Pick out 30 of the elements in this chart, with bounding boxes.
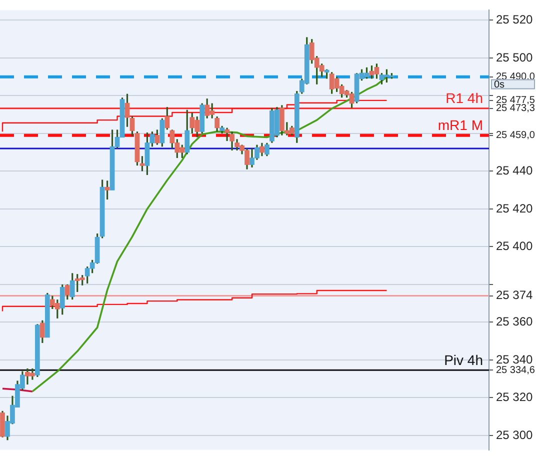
y-tick-label: 25 334,6 bbox=[496, 364, 536, 376]
candlestick bbox=[154, 128, 160, 146]
candlestick bbox=[140, 155, 145, 172]
ref-line-label: mR1 M bbox=[438, 117, 483, 134]
y-tick-label: 25 400 bbox=[496, 239, 534, 254]
y-tick-label: 25 459,0 bbox=[496, 130, 536, 142]
ref-line-label: R1 4h bbox=[446, 90, 483, 106]
candlestick bbox=[64, 284, 70, 300]
candlestick bbox=[130, 116, 135, 138]
ref-line-label: Piv 4h bbox=[444, 352, 483, 368]
y-tick-label: 25 500 bbox=[496, 50, 534, 64]
y-tick-label: 25 360 bbox=[496, 314, 534, 329]
candlestick bbox=[104, 180, 110, 200]
y-tick-label: 25 440 bbox=[496, 164, 534, 178]
candlestick bbox=[124, 93, 130, 128]
text: 0s bbox=[494, 79, 505, 90]
y-tick-label: 25 520 bbox=[496, 12, 534, 27]
candlestick bbox=[184, 109, 190, 156]
y-tick-label: 25 340 bbox=[496, 352, 534, 366]
candlestick bbox=[260, 142, 264, 157]
y-tick-label: 25 320 bbox=[496, 390, 534, 404]
candlestick bbox=[70, 272, 75, 300]
y-tick-label: 25 473,3 bbox=[496, 103, 536, 114]
y-tick-label: 25 300 bbox=[496, 428, 534, 442]
y-tick-label: 25 374 bbox=[496, 288, 534, 302]
candlestick bbox=[60, 284, 65, 316]
candlestick bbox=[40, 320, 45, 344]
candlestick bbox=[160, 118, 165, 148]
y-tick-label: 25 420 bbox=[496, 201, 534, 216]
candlestick bbox=[264, 142, 270, 157]
